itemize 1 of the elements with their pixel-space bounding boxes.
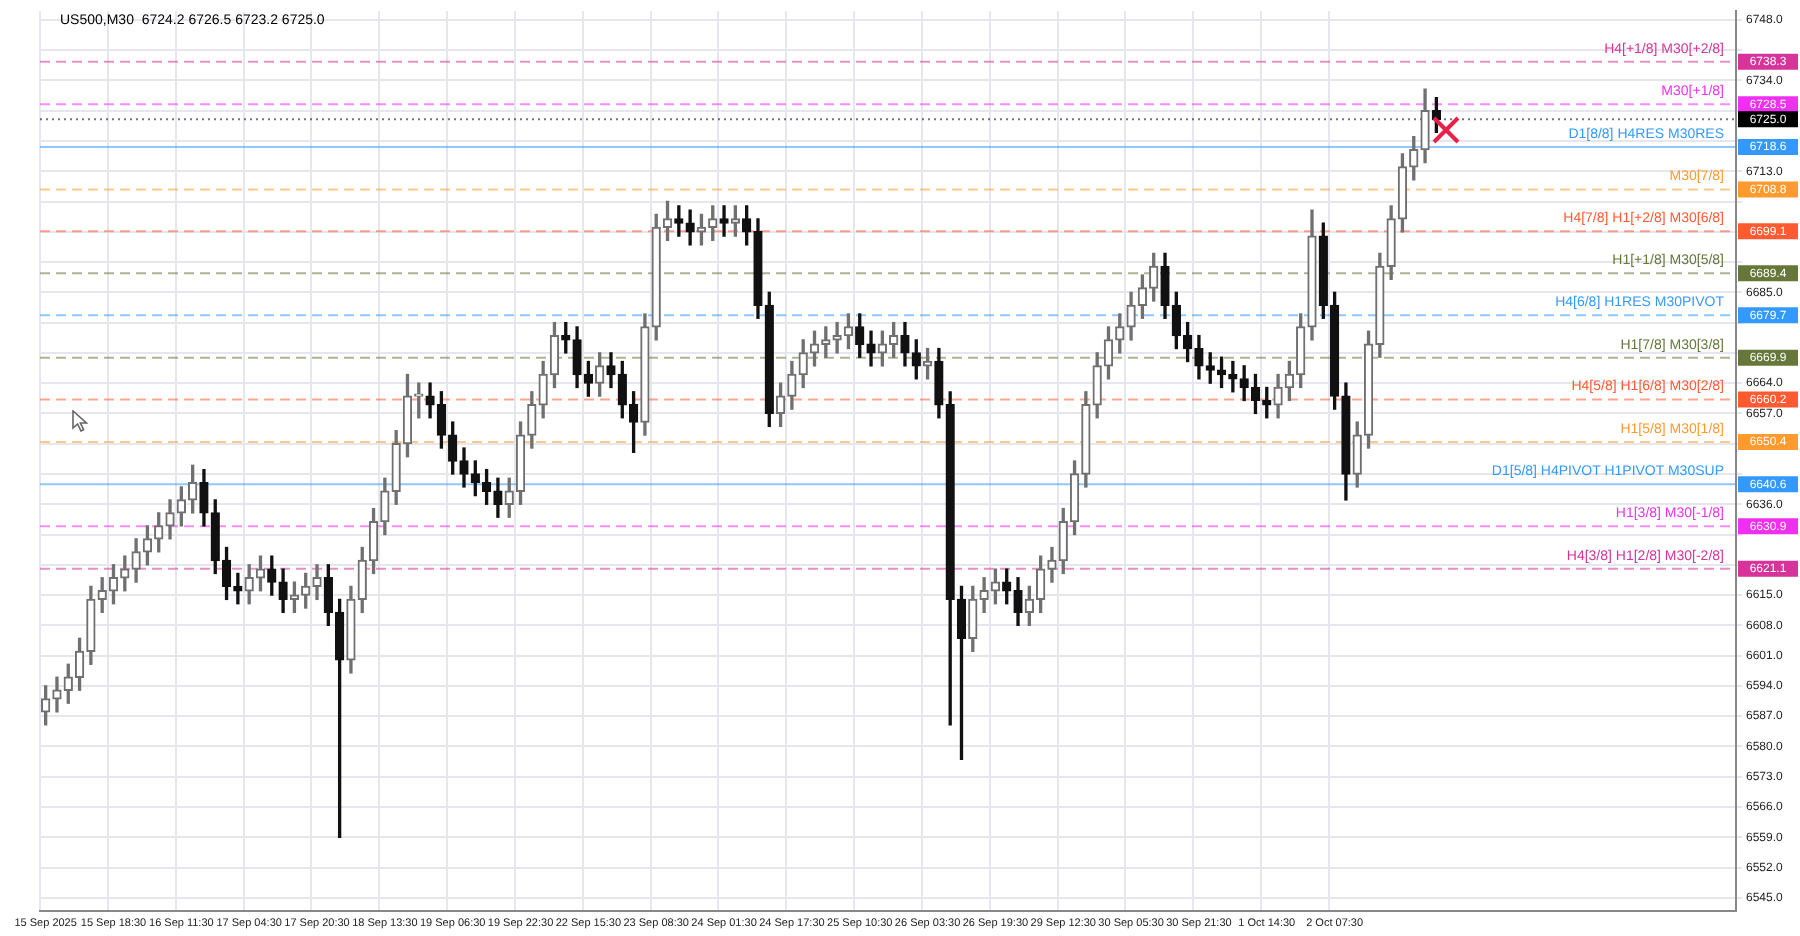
candlestick bbox=[719, 205, 729, 237]
